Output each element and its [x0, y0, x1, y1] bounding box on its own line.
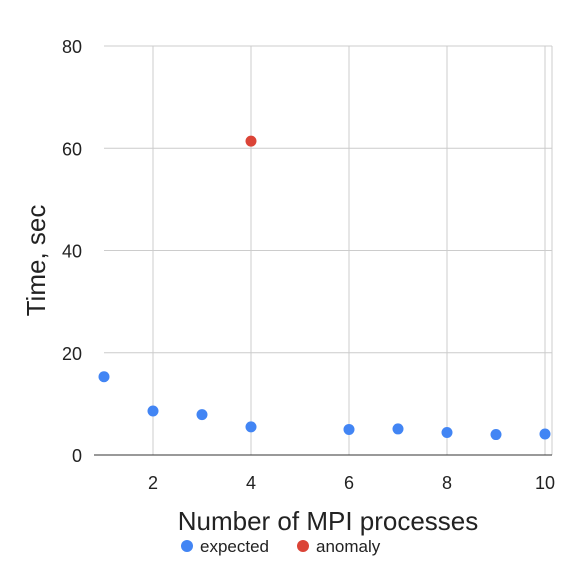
- y-tick-label: 40: [62, 242, 82, 262]
- x-tick-label: 10: [535, 473, 555, 493]
- expected-point: [441, 427, 453, 439]
- expected-point: [147, 405, 159, 417]
- x-tick-label: 2: [148, 473, 158, 493]
- expected-point: [392, 423, 404, 435]
- y-tick-label: 60: [62, 139, 82, 159]
- x-tick-label: 6: [344, 473, 354, 493]
- x-tick-label: 8: [442, 473, 452, 493]
- expected-legend-marker: [181, 540, 193, 552]
- axes: 0 20 40 60 80 2 4 6 8 10: [62, 37, 555, 493]
- data-points: [98, 135, 551, 441]
- expected-point: [245, 421, 257, 433]
- legend: expected anomaly: [181, 537, 381, 556]
- grid: [104, 45, 553, 455]
- y-axis-title: Time, sec: [21, 205, 51, 317]
- legend-label-anomaly: anomaly: [316, 537, 381, 556]
- expected-point: [343, 423, 355, 435]
- y-tick-label: 0: [72, 446, 82, 466]
- x-tick-label: 4: [246, 473, 256, 493]
- anomaly-point: [245, 135, 257, 147]
- expected-point: [98, 371, 110, 383]
- expected-point: [539, 428, 551, 440]
- y-tick-label: 20: [62, 344, 82, 364]
- expected-point: [490, 429, 502, 441]
- legend-label-expected: expected: [200, 537, 269, 556]
- y-tick-label: 80: [62, 37, 82, 57]
- expected-point: [196, 409, 208, 421]
- anomaly-legend-marker: [297, 540, 309, 552]
- x-axis-title: Number of MPI processes: [178, 506, 479, 536]
